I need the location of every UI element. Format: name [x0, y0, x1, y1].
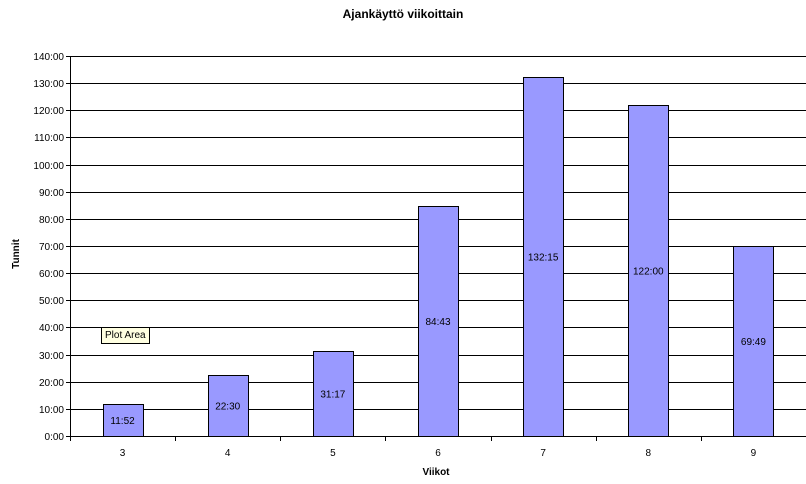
x-tick-label: 5: [330, 448, 336, 459]
bar: [733, 246, 774, 437]
x-tick-label: 4: [225, 448, 231, 459]
bar: [418, 206, 459, 437]
data-label: 84:43: [425, 317, 450, 328]
y-tick-label: 60:00: [39, 269, 64, 280]
bar: [313, 351, 354, 437]
x-axis-title: Viikot: [422, 467, 450, 478]
x-tick-label: 9: [751, 448, 757, 459]
y-tick-label: 10:00: [39, 405, 64, 416]
bar: [103, 404, 144, 437]
data-label: 11:52: [110, 416, 135, 427]
bar: [628, 105, 669, 437]
data-label: 122:00: [633, 266, 664, 277]
y-tick-label: 100:00: [33, 161, 64, 172]
bar: [208, 375, 249, 437]
y-tick-label: 70:00: [39, 242, 64, 253]
chart-title: Ajankäyttö viikoittain: [343, 7, 464, 21]
axes: 0:00 10:00 20:00 30:00 40:00 50:00 60:00 70:00 8…: [33, 52, 806, 459]
x-tick-label: 3: [120, 448, 126, 459]
y-tick-label: 110:00: [34, 133, 64, 144]
bar: [523, 77, 564, 437]
y-tick-label: 20:00: [39, 378, 64, 389]
x-tick-label: 7: [540, 448, 546, 459]
bars: [103, 77, 774, 437]
y-tick-label: 30:00: [39, 351, 64, 362]
data-label: 69:49: [741, 337, 766, 348]
plot-area-tooltip: Plot Area: [101, 327, 150, 344]
y-tick-label: 50:00: [39, 296, 64, 307]
data-label: 31:17: [320, 390, 345, 401]
y-tick-label: 140:00: [33, 52, 64, 63]
y-axis-title: Tunnit: [11, 238, 22, 268]
data-label: 132:15: [528, 253, 559, 264]
y-tick-label: 0:00: [45, 432, 65, 443]
data-labels: 11:52 22:30 31:17 84:43 132:15 122:00 69:49: [110, 253, 766, 427]
y-tick-label: 40:00: [39, 323, 64, 334]
data-label: 22:30: [215, 401, 240, 412]
x-tick-label: 6: [435, 448, 441, 459]
y-tick-label: 90:00: [39, 188, 64, 199]
y-tick-label: 120:00: [33, 106, 64, 117]
y-tick-label: 130:00: [33, 79, 64, 90]
y-tick-label: 80:00: [39, 215, 64, 226]
x-tick-label: 8: [646, 448, 652, 459]
